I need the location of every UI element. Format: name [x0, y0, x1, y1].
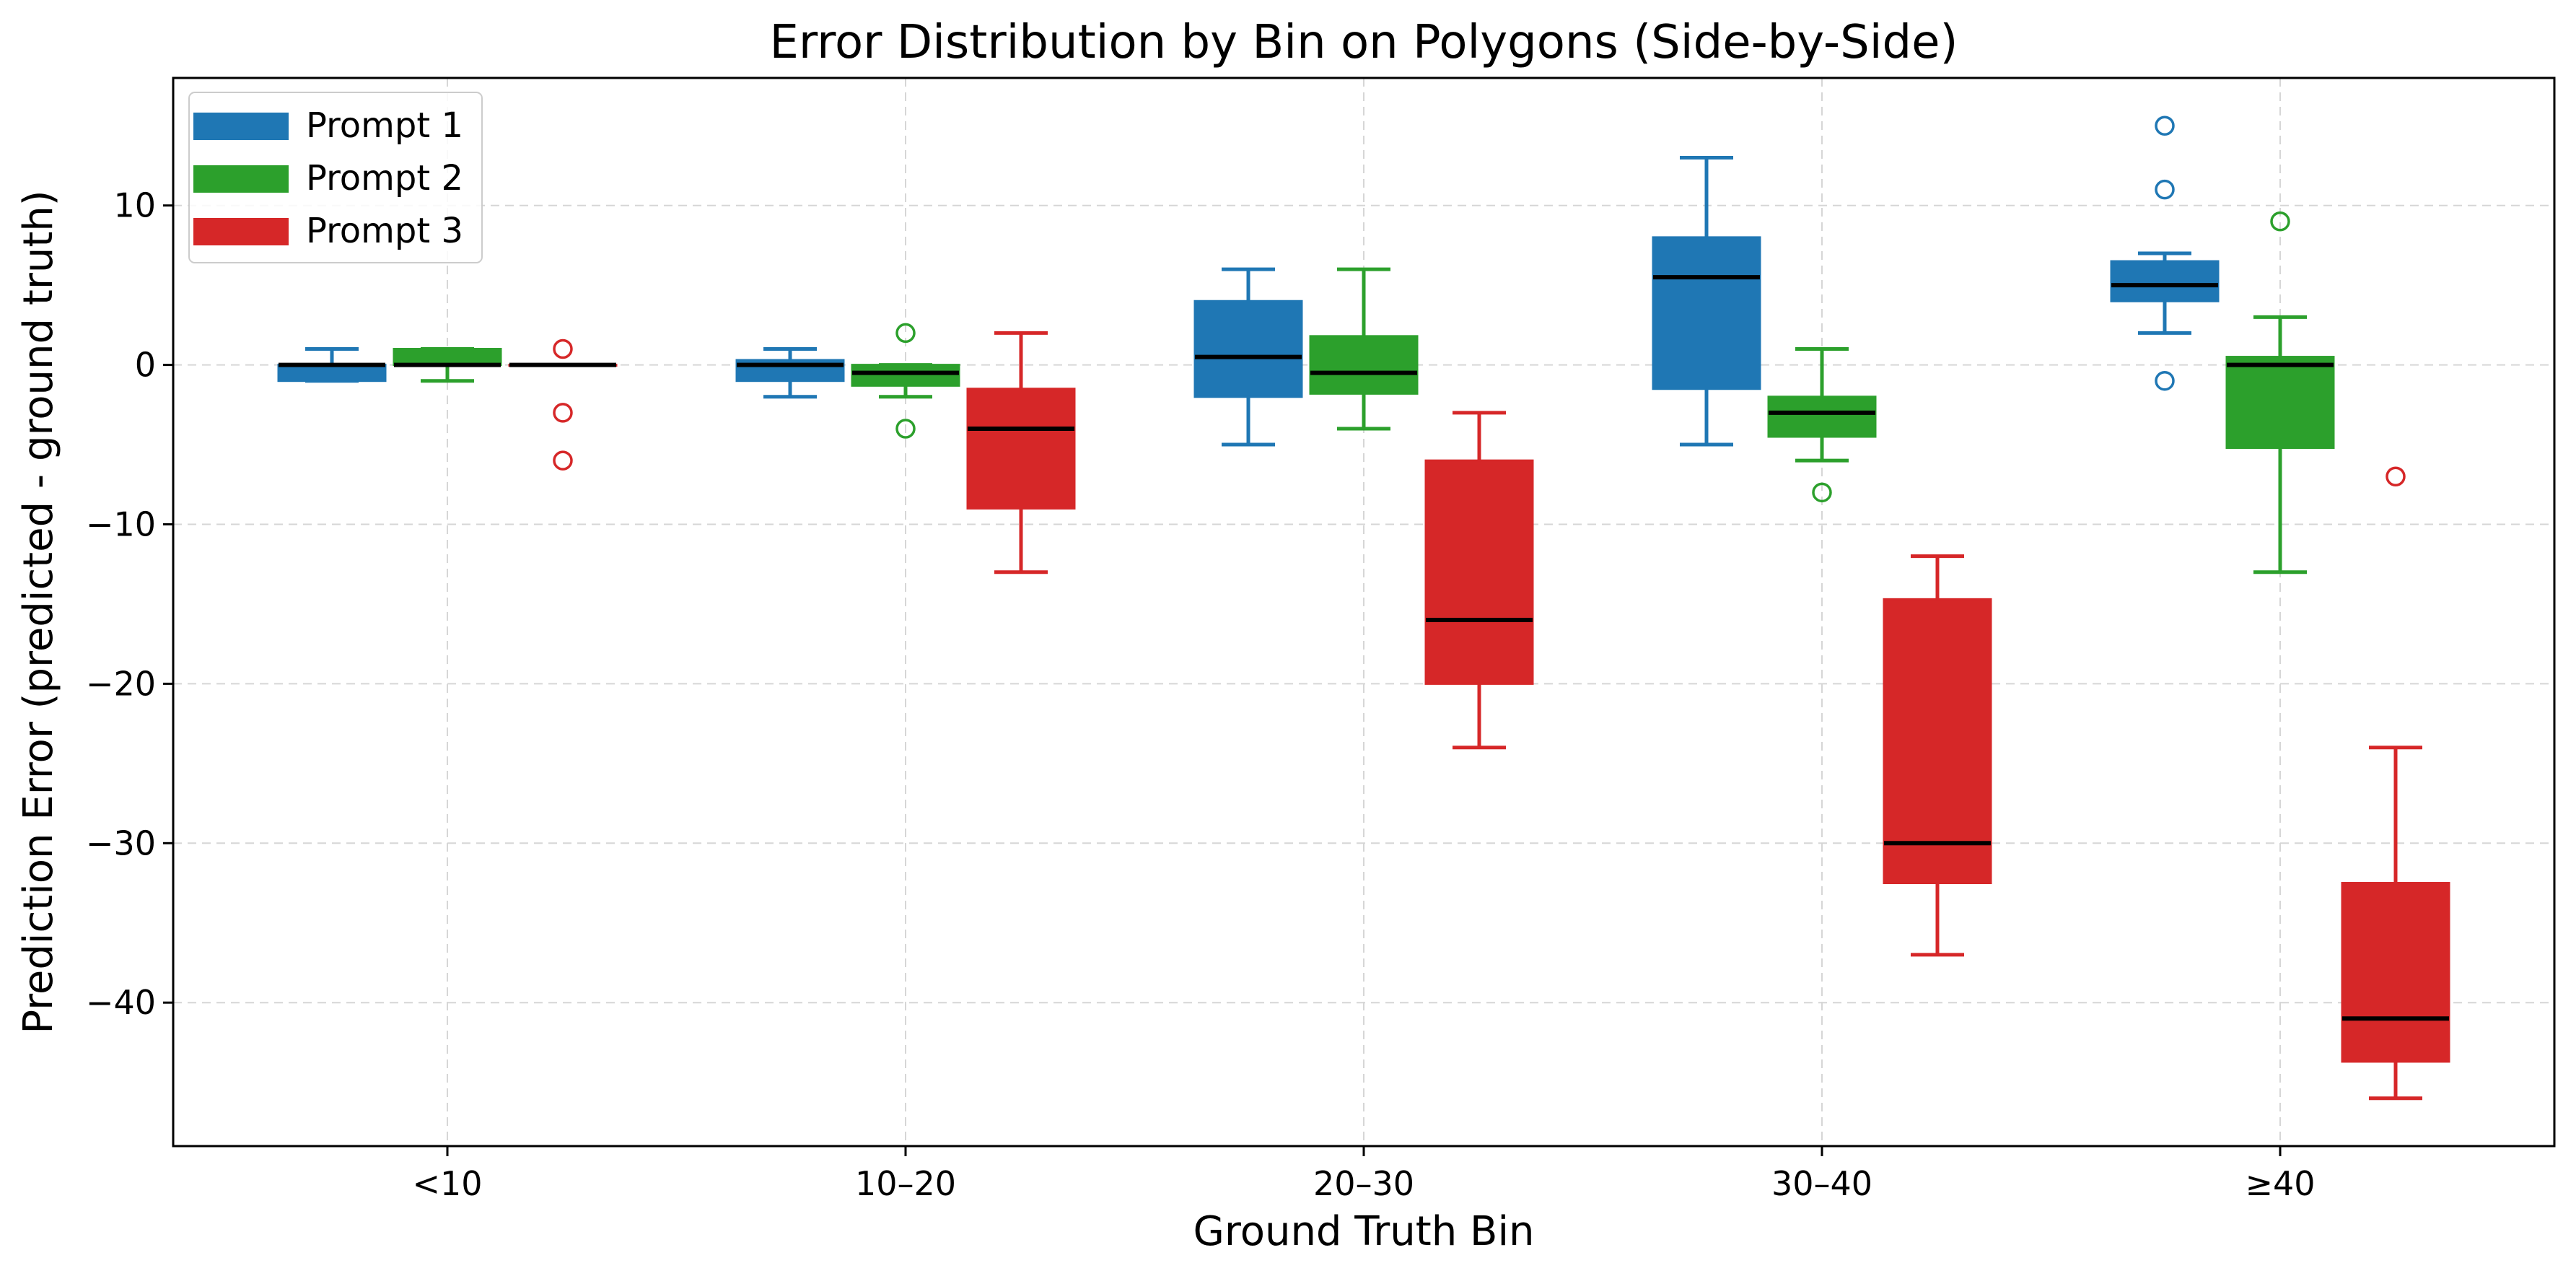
outlier-point — [2386, 466, 2406, 486]
x-axis-label: Ground Truth Bin — [1193, 1208, 1535, 1255]
outlier-point — [2155, 115, 2175, 136]
box — [393, 348, 502, 367]
y-tick-label: −40 — [86, 983, 156, 1022]
series-prompt-2 — [393, 211, 2335, 574]
y-tick-label: −30 — [86, 823, 156, 862]
outlier-point — [553, 403, 573, 423]
box — [1652, 236, 1761, 390]
y-tick-label: −20 — [86, 664, 156, 703]
legend-swatch-prompt-3 — [193, 218, 289, 245]
chart-title: Error Distribution by Bin on Polygons (S… — [769, 16, 1958, 69]
legend: Prompt 1 Prompt 2 Prompt 3 — [188, 92, 483, 263]
box — [2225, 356, 2335, 449]
y-tick-label: 0 — [135, 346, 156, 385]
box — [1424, 459, 1534, 685]
outlier-point — [2155, 179, 2175, 200]
legend-label-prompt-3: Prompt 3 — [306, 211, 463, 251]
box — [1193, 300, 1303, 398]
outlier-point — [2155, 370, 2175, 391]
y-tick-label: −10 — [86, 505, 156, 544]
outlier-point — [2270, 211, 2290, 232]
series-prompt-1 — [277, 115, 2220, 447]
x-tick-label: ≥40 — [2245, 1164, 2315, 1203]
box — [1883, 598, 1992, 885]
legend-swatch-prompt-2 — [193, 165, 289, 193]
series-prompt-3 — [508, 331, 2450, 1101]
outlier-point — [553, 338, 573, 359]
box — [1309, 335, 1419, 395]
outlier-point — [895, 419, 916, 439]
y-axis-label: Prediction Error (predicted - ground tru… — [15, 190, 62, 1034]
grid-lines — [173, 78, 2554, 1146]
box-series — [277, 115, 2450, 1101]
x-tick-label: 10–20 — [855, 1164, 956, 1203]
y-tick-label: 10 — [113, 186, 156, 225]
x-tick-label: <10 — [412, 1164, 482, 1203]
outlier-point — [553, 450, 573, 471]
outlier-point — [1812, 482, 1832, 503]
legend-label-prompt-2: Prompt 2 — [306, 158, 463, 198]
box — [851, 364, 960, 387]
box — [1767, 396, 1877, 438]
x-axis: <10 10–20 20–30 30–40 ≥40 — [412, 1146, 2316, 1203]
x-tick-label: 20–30 — [1313, 1164, 1414, 1203]
box — [2341, 882, 2450, 1063]
box — [277, 364, 387, 383]
box — [966, 388, 1076, 510]
y-axis: 10 0 −10 −20 −30 −40 — [86, 186, 173, 1022]
box — [2110, 260, 2220, 302]
outlier-point — [895, 323, 916, 344]
x-tick-label: 30–40 — [1771, 1164, 1872, 1203]
legend-label-prompt-1: Prompt 1 — [306, 105, 463, 146]
legend-swatch-prompt-1 — [193, 113, 289, 140]
